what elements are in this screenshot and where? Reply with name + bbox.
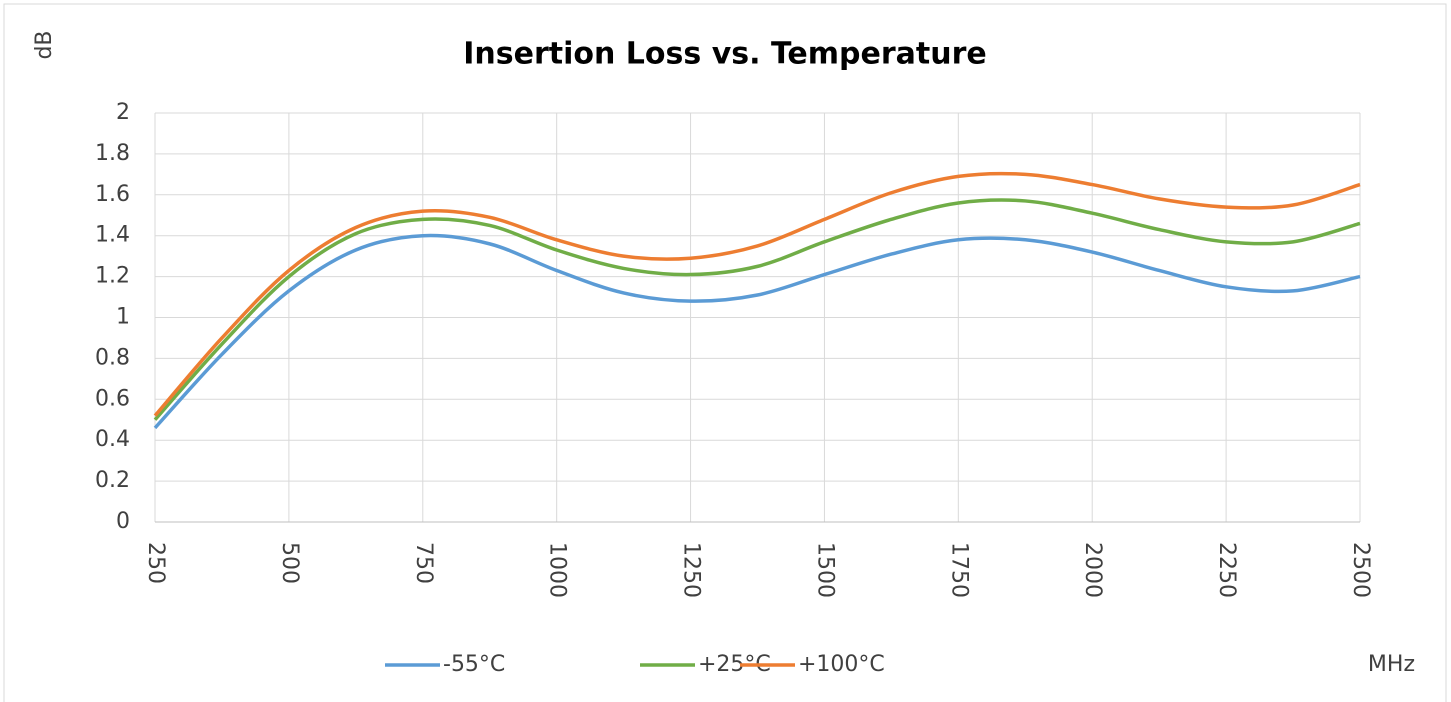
y-tick-label: 2 — [116, 100, 130, 125]
x-tick-label: 2000 — [1080, 542, 1105, 598]
series-line — [153, 233, 1361, 430]
x-tick-label: 250 — [143, 542, 168, 584]
y-tick-label: 1 — [116, 305, 130, 330]
x-tick-label: 1250 — [679, 542, 704, 598]
x-tick-label: 500 — [277, 542, 302, 584]
y-tick-label: 1.4 — [95, 223, 130, 248]
y-tick-label: 1.2 — [95, 264, 130, 289]
legend-label: +100°C — [798, 652, 885, 677]
x-axis-label: MHz — [1368, 652, 1415, 677]
x-tick-label: 2250 — [1214, 542, 1239, 598]
y-tick-label: 0.2 — [95, 468, 130, 493]
y-tick-label: 1.6 — [95, 182, 130, 207]
series-line — [153, 198, 1361, 421]
x-tick-label: 2500 — [1348, 542, 1373, 598]
series-line — [153, 171, 1361, 417]
x-tick-label: 1750 — [946, 542, 971, 598]
y-tick-label: 0.4 — [95, 427, 130, 452]
y-tick-label: 0 — [116, 509, 130, 534]
y-tick-label: 0.8 — [95, 345, 130, 370]
y-axis-label: dB — [32, 30, 57, 59]
x-tick-label: 750 — [411, 542, 436, 584]
y-tick-label: 0.6 — [95, 386, 130, 411]
legend-label: -55°C — [443, 652, 505, 677]
x-tick-label: 1000 — [545, 542, 570, 598]
x-tick-label: 1500 — [812, 542, 837, 598]
chart-frame — [3, 3, 1447, 702]
y-tick-label: 1.8 — [95, 141, 130, 166]
chart-title: Insertion Loss vs. Temperature — [463, 37, 986, 72]
